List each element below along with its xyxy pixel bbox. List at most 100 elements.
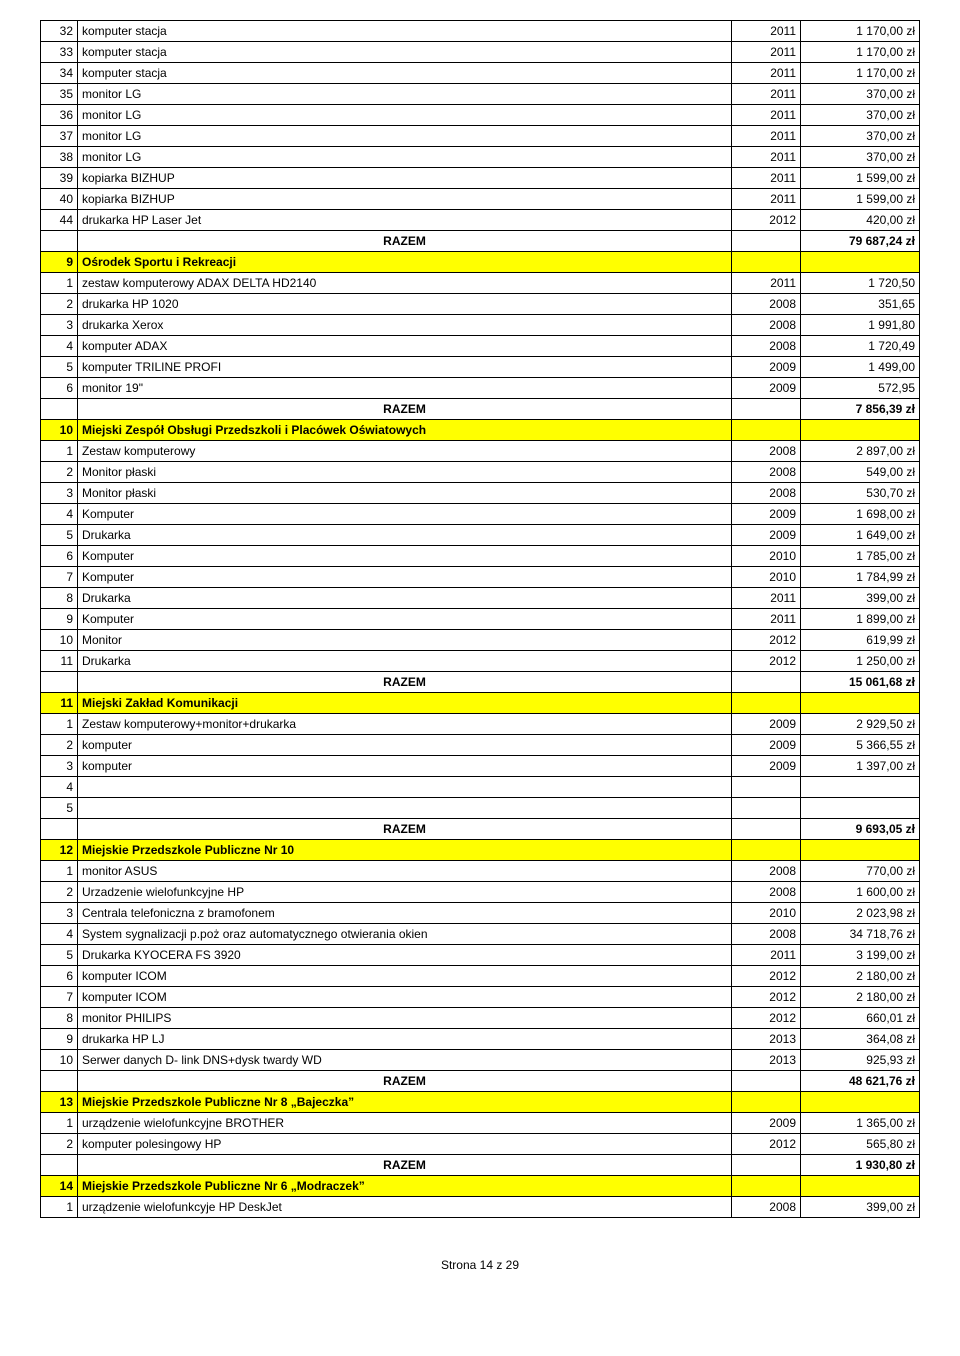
table-row: 9Ośrodek Sportu i Rekreacji bbox=[41, 252, 920, 273]
table-row: 3Centrala telefoniczna z bramofonem20102… bbox=[41, 903, 920, 924]
row-year bbox=[732, 420, 801, 441]
row-value: 2 180,00 zł bbox=[801, 966, 920, 987]
row-value bbox=[801, 777, 920, 798]
row-number: 5 bbox=[41, 525, 78, 546]
row-description: Komputer bbox=[78, 609, 732, 630]
row-description: Komputer bbox=[78, 567, 732, 588]
table-row: 2Monitor płaski2008549,00 zł bbox=[41, 462, 920, 483]
row-description: Ośrodek Sportu i Rekreacji bbox=[78, 252, 732, 273]
row-description: monitor PHILIPS bbox=[78, 1008, 732, 1029]
table-row: 1monitor ASUS2008770,00 zł bbox=[41, 861, 920, 882]
row-year bbox=[732, 1092, 801, 1113]
row-number: 1 bbox=[41, 441, 78, 462]
row-number: 3 bbox=[41, 756, 78, 777]
row-description: monitor ASUS bbox=[78, 861, 732, 882]
row-number: 1 bbox=[41, 1113, 78, 1134]
row-number: 5 bbox=[41, 945, 78, 966]
row-year bbox=[732, 1155, 801, 1176]
razem-label: RAZEM bbox=[78, 819, 732, 840]
row-number: 1 bbox=[41, 861, 78, 882]
table-row: RAZEM7 856,39 zł bbox=[41, 399, 920, 420]
row-year: 2008 bbox=[732, 483, 801, 504]
row-year: 2011 bbox=[732, 147, 801, 168]
row-year: 2011 bbox=[732, 105, 801, 126]
row-value: 48 621,76 zł bbox=[801, 1071, 920, 1092]
table-row: 32komputer stacja20111 170,00 zł bbox=[41, 21, 920, 42]
row-number: 1 bbox=[41, 714, 78, 735]
row-description: monitor LG bbox=[78, 147, 732, 168]
row-year: 2011 bbox=[732, 189, 801, 210]
table-row: 4 bbox=[41, 777, 920, 798]
table-row: 6Komputer20101 785,00 zł bbox=[41, 546, 920, 567]
row-description bbox=[78, 798, 732, 819]
row-number: 6 bbox=[41, 546, 78, 567]
row-value: 1 600,00 zł bbox=[801, 882, 920, 903]
row-description: Zestaw komputerowy+monitor+drukarka bbox=[78, 714, 732, 735]
row-value: 1 170,00 zł bbox=[801, 21, 920, 42]
table-row: 4komputer ADAX20081 720,49 bbox=[41, 336, 920, 357]
table-row: RAZEM79 687,24 zł bbox=[41, 231, 920, 252]
table-row: 10Miejski Zespół Obsługi Przedszkoli i P… bbox=[41, 420, 920, 441]
row-year: 2011 bbox=[732, 168, 801, 189]
row-value: 1 784,99 zł bbox=[801, 567, 920, 588]
row-number: 33 bbox=[41, 42, 78, 63]
row-year: 2008 bbox=[732, 462, 801, 483]
table-row: 4System sygnalizacji p.poż oraz automaty… bbox=[41, 924, 920, 945]
row-value: 15 061,68 zł bbox=[801, 672, 920, 693]
row-year: 2009 bbox=[732, 714, 801, 735]
table-row: 9Komputer20111 899,00 zł bbox=[41, 609, 920, 630]
row-year bbox=[732, 672, 801, 693]
row-number: 3 bbox=[41, 903, 78, 924]
table-row: 3Monitor płaski2008530,70 zł bbox=[41, 483, 920, 504]
row-year: 2013 bbox=[732, 1050, 801, 1071]
row-year: 2011 bbox=[732, 84, 801, 105]
row-value: 2 023,98 zł bbox=[801, 903, 920, 924]
table-row: 4Komputer20091 698,00 zł bbox=[41, 504, 920, 525]
row-year: 2011 bbox=[732, 42, 801, 63]
row-number: 38 bbox=[41, 147, 78, 168]
row-value: 572,95 bbox=[801, 378, 920, 399]
row-description: Urzadzenie wielofunkcyjne HP bbox=[78, 882, 732, 903]
row-year bbox=[732, 693, 801, 714]
row-value: 1 785,00 zł bbox=[801, 546, 920, 567]
row-year: 2012 bbox=[732, 987, 801, 1008]
row-description: Monitor płaski bbox=[78, 462, 732, 483]
row-year bbox=[732, 819, 801, 840]
table-row: 38monitor LG2011370,00 zł bbox=[41, 147, 920, 168]
row-value: 370,00 zł bbox=[801, 84, 920, 105]
row-value: 1 499,00 bbox=[801, 357, 920, 378]
row-year: 2009 bbox=[732, 378, 801, 399]
row-value: 370,00 zł bbox=[801, 147, 920, 168]
row-number bbox=[41, 672, 78, 693]
row-description: Serwer danych D- link DNS+dysk twardy WD bbox=[78, 1050, 732, 1071]
row-value bbox=[801, 1176, 920, 1197]
table-row: 6komputer ICOM20122 180,00 zł bbox=[41, 966, 920, 987]
row-number: 39 bbox=[41, 168, 78, 189]
row-description: Drukarka bbox=[78, 651, 732, 672]
row-description: monitor 19" bbox=[78, 378, 732, 399]
row-description: Miejski Zakład Komunikacji bbox=[78, 693, 732, 714]
row-number: 6 bbox=[41, 378, 78, 399]
row-description: komputer TRILINE PROFI bbox=[78, 357, 732, 378]
row-number: 7 bbox=[41, 567, 78, 588]
razem-label: RAZEM bbox=[78, 399, 732, 420]
row-value: 364,08 zł bbox=[801, 1029, 920, 1050]
row-number: 40 bbox=[41, 189, 78, 210]
row-year: 2008 bbox=[732, 336, 801, 357]
row-number: 9 bbox=[41, 252, 78, 273]
row-value: 1 720,50 bbox=[801, 273, 920, 294]
row-number: 3 bbox=[41, 315, 78, 336]
table-row: 8monitor PHILIPS2012660,01 zł bbox=[41, 1008, 920, 1029]
table-row: 1Zestaw komputerowy+monitor+drukarka2009… bbox=[41, 714, 920, 735]
table-row: 5Drukarka KYOCERA FS 392020113 199,00 zł bbox=[41, 945, 920, 966]
row-number: 4 bbox=[41, 504, 78, 525]
row-value: 9 693,05 zł bbox=[801, 819, 920, 840]
row-description: Miejskie Przedszkole Publiczne Nr 6 „Mod… bbox=[78, 1176, 732, 1197]
razem-label: RAZEM bbox=[78, 672, 732, 693]
row-number: 2 bbox=[41, 882, 78, 903]
row-description: Komputer bbox=[78, 504, 732, 525]
row-year: 2009 bbox=[732, 357, 801, 378]
row-description: Komputer bbox=[78, 546, 732, 567]
row-number: 3 bbox=[41, 483, 78, 504]
table-row: 1urządzenie wielofunkcyjne BROTHER20091 … bbox=[41, 1113, 920, 1134]
